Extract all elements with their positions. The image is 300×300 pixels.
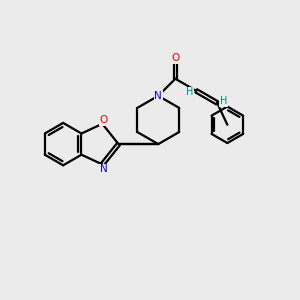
Text: O: O — [99, 115, 108, 125]
Text: O: O — [171, 53, 179, 63]
Text: N: N — [100, 164, 107, 174]
Text: H: H — [186, 87, 194, 97]
Text: H: H — [220, 96, 227, 106]
Text: N: N — [154, 91, 162, 101]
